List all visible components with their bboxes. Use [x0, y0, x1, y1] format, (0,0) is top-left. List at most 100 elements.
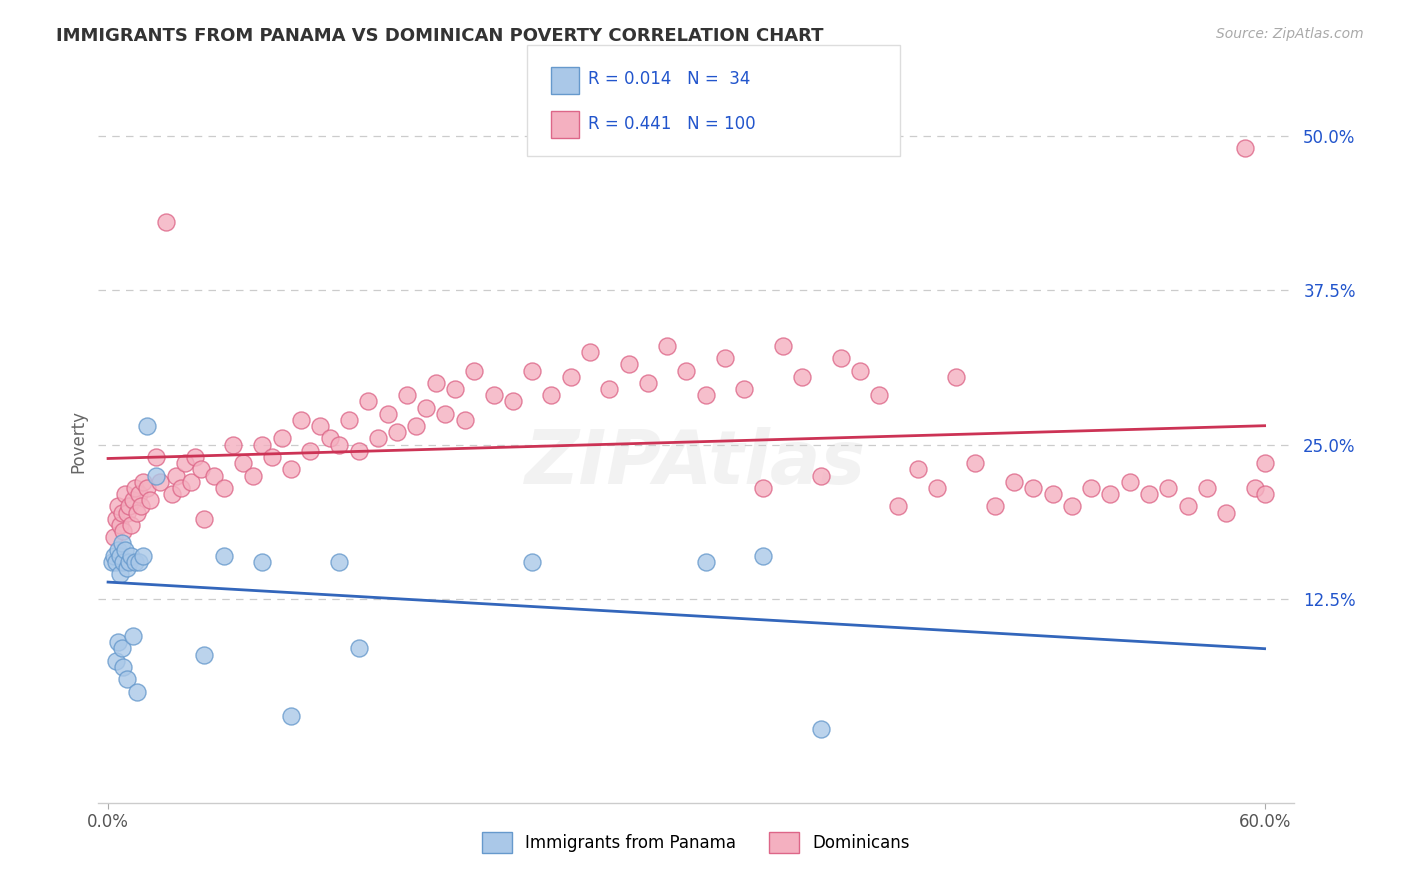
Point [357, 394, 380, 409]
Point [1215, 506, 1237, 520]
Point [212, 549, 235, 563]
Point [1042, 487, 1064, 501]
Point [165, 468, 187, 483]
Point [299, 443, 322, 458]
Point [1157, 481, 1180, 495]
Point [675, 363, 697, 377]
Text: ZIPAtlas: ZIPAtlas [526, 426, 866, 500]
Point [129, 500, 152, 514]
Point [104, 512, 127, 526]
Point [107, 635, 129, 649]
Point [125, 684, 148, 698]
Point [190, 462, 212, 476]
Point [1177, 500, 1199, 514]
Point [1099, 487, 1122, 501]
Point [463, 363, 485, 377]
Point [252, 437, 274, 451]
Point [180, 475, 202, 489]
Point [122, 629, 145, 643]
Point [1060, 500, 1083, 514]
Point [128, 555, 150, 569]
Point [925, 481, 948, 495]
Point [193, 512, 215, 526]
Point [103, 549, 125, 563]
Point [135, 481, 157, 495]
Point [907, 462, 929, 476]
Point [395, 388, 418, 402]
Point [242, 468, 264, 483]
Text: Source: ZipAtlas.com: Source: ZipAtlas.com [1216, 27, 1364, 41]
Point [124, 555, 146, 569]
Text: R = 0.014   N =  34: R = 0.014 N = 34 [588, 70, 749, 88]
Point [184, 450, 207, 464]
Point [752, 549, 775, 563]
Point [1244, 481, 1267, 495]
Point [122, 493, 145, 508]
Point [174, 456, 197, 470]
Point [1080, 481, 1102, 495]
Point [540, 388, 562, 402]
Point [145, 468, 167, 483]
Point [695, 388, 717, 402]
Point [434, 407, 457, 421]
Point [520, 363, 543, 377]
Point [149, 475, 172, 489]
Point [502, 394, 524, 409]
Point [1195, 481, 1218, 495]
Point [695, 555, 717, 569]
Point [118, 500, 141, 514]
Point [1118, 475, 1140, 489]
Point [280, 462, 302, 476]
Point [337, 413, 360, 427]
Point [110, 641, 132, 656]
Point [328, 555, 350, 569]
Point [965, 456, 987, 470]
Point [1002, 475, 1025, 489]
Point [112, 555, 135, 569]
Legend: Immigrants from Panama, Dominicans: Immigrants from Panama, Dominicans [475, 826, 917, 860]
Point [714, 351, 737, 366]
Point [212, 481, 235, 495]
Point [1022, 481, 1045, 495]
Point [520, 555, 543, 569]
Point [160, 487, 183, 501]
Point [617, 357, 640, 371]
Point [655, 339, 678, 353]
Point [945, 369, 967, 384]
Point [347, 641, 370, 656]
Point [1253, 456, 1275, 470]
Point [367, 432, 389, 446]
Point [112, 660, 135, 674]
Point [104, 654, 127, 668]
Text: IMMIGRANTS FROM PANAMA VS DOMINICAN POVERTY CORRELATION CHART: IMMIGRANTS FROM PANAMA VS DOMINICAN POVE… [56, 27, 824, 45]
Point [319, 432, 342, 446]
Point [280, 709, 302, 723]
Point [1253, 487, 1275, 501]
Point [1234, 141, 1257, 155]
Point [170, 481, 193, 495]
Y-axis label: Poverty: Poverty [69, 410, 87, 473]
Point [752, 481, 775, 495]
Point [385, 425, 409, 440]
Point [125, 506, 148, 520]
Point [849, 363, 872, 377]
Point [117, 561, 139, 575]
Point [810, 468, 832, 483]
Point [103, 530, 125, 544]
Point [117, 673, 139, 687]
Point [107, 542, 129, 557]
Point [347, 443, 370, 458]
Point [830, 351, 852, 366]
Point [124, 481, 146, 495]
Point [733, 382, 755, 396]
Point [790, 369, 813, 384]
Point [444, 382, 467, 396]
Point [772, 339, 794, 353]
Point [104, 555, 127, 569]
Point [309, 419, 332, 434]
Point [108, 549, 131, 563]
Point [377, 407, 399, 421]
Point [482, 388, 505, 402]
Point [984, 500, 1007, 514]
Point [108, 567, 131, 582]
